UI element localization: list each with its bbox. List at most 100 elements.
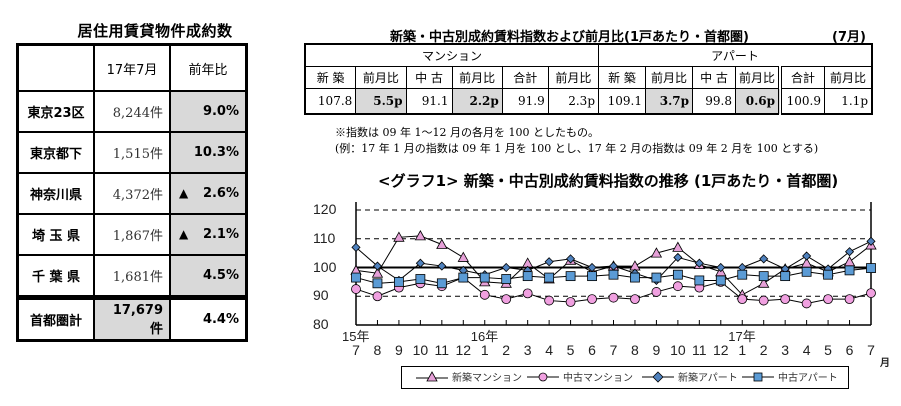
total-label: 首都圏計 xyxy=(16,295,95,342)
x-tick-label: 1 xyxy=(738,342,747,358)
value-cell: 1.1p xyxy=(824,88,873,115)
note-line-2: (例：17 年 1 月の指数は 09 年 1 月を 100 とし、17 年 2 … xyxy=(335,142,819,155)
table-row: 東京都下 1,515件 10.3% xyxy=(16,131,248,174)
col-header: 合計 xyxy=(501,66,549,89)
yoy-value: ▲ 2.1% xyxy=(169,213,248,256)
decrease-triangle-icon: ▲ xyxy=(179,186,189,200)
col-header: 前月比 xyxy=(824,66,873,89)
x-tick-label: 6 xyxy=(588,342,596,358)
col-header: 前月比 xyxy=(355,66,407,89)
yoy-value: 10.3% xyxy=(169,131,248,174)
value-cell: 2.2p xyxy=(451,88,503,115)
value-cell: 100.9 xyxy=(778,88,825,115)
triangle-marker-icon xyxy=(416,370,448,381)
value-cell: 91.9 xyxy=(501,88,549,115)
x-tick-label: 11 xyxy=(434,342,450,358)
header-blank xyxy=(16,43,95,92)
legend-item-new-mansion: 新築マンション xyxy=(416,369,522,384)
y-tick-label: 90 xyxy=(313,287,329,304)
x-tick-label: 3 xyxy=(523,342,532,358)
x-tick-label: 1 xyxy=(480,342,489,358)
total-count: 17,679件 xyxy=(93,295,171,342)
header-month: 17年7月 xyxy=(93,43,171,92)
x-tick-label: 7 xyxy=(867,342,875,358)
x-tick-label: 10 xyxy=(670,342,686,358)
region-name: 東京23区 xyxy=(16,90,95,133)
header-yoy: 前年比 xyxy=(169,43,248,92)
y-tick-label: 110 xyxy=(313,229,336,246)
x-tick-label: 12 xyxy=(712,342,729,358)
table-row: 神奈川県 4,372件 ▲ 2.6% xyxy=(16,172,248,215)
x-tick-label: 2 xyxy=(502,342,511,358)
x-tick-label: 8 xyxy=(631,342,639,358)
y-tick-label: 120 xyxy=(313,201,337,217)
col-header: 中 古 xyxy=(692,66,736,89)
index-table-month: (7月) xyxy=(832,30,866,45)
col-header: 前月比 xyxy=(451,66,503,89)
x-tick-label: 4 xyxy=(545,342,554,358)
index-table-title: 新築・中古別成約賃料指数および前月比(1戸あたり・首都圏) xyxy=(390,30,749,45)
x-tick-label: 4 xyxy=(802,342,811,358)
year-label: 16年 xyxy=(470,329,499,344)
col-header: 新 築 xyxy=(598,66,646,89)
count-value: 8,244件 xyxy=(93,90,171,133)
count-value: 1,681件 xyxy=(93,254,171,299)
value-cell: 5.5p xyxy=(355,88,407,115)
x-tick-label: 7 xyxy=(352,342,360,358)
x-tick-label: 2 xyxy=(759,342,768,358)
circle-marker-icon xyxy=(527,372,559,381)
x-tick-label: 9 xyxy=(652,342,661,358)
col-header: 前月比 xyxy=(735,66,781,89)
year-label: 15年 xyxy=(342,329,370,344)
x-tick-label: 9 xyxy=(395,342,403,358)
region-name: 東京都下 xyxy=(16,131,95,174)
x-tick-label: 5 xyxy=(824,342,832,358)
x-tick-label: 5 xyxy=(566,342,575,358)
count-value: 1,867件 xyxy=(93,213,171,256)
y-tick-label: 100 xyxy=(313,258,337,275)
yoy-value: ▲ 2.6% xyxy=(169,172,248,215)
y-tick-label: 80 xyxy=(313,316,329,332)
count-value: 4,372件 xyxy=(93,172,171,215)
values-row: 107.8 5.5p 91.1 2.2p 91.9 2.3p 109.1 3.7… xyxy=(304,88,873,115)
decrease-triangle-icon: ▲ xyxy=(179,227,189,241)
diamond-marker-icon xyxy=(642,370,674,383)
x-tick-label: 7 xyxy=(609,342,618,358)
x-axis-unit: 月 xyxy=(880,358,890,369)
legend-item-used-apartment: 中古アパート xyxy=(742,369,838,384)
col-header: 合計 xyxy=(778,66,825,89)
x-tick-label: 11 xyxy=(692,342,707,358)
contract-count-table: 17年7月 前年比 東京23区 8,244件 9.0% 東京都下 1,515件 … xyxy=(16,43,248,342)
left-table-title: 居住用賃貸物件成約数 xyxy=(77,22,233,40)
yoy-value: 4.5% xyxy=(169,254,248,299)
x-tick-label: 12 xyxy=(455,342,472,358)
value-cell: 3.7p xyxy=(645,88,693,115)
value-cell: 99.8 xyxy=(692,88,736,115)
yoy-value: 9.0% xyxy=(169,90,248,133)
note-line-1: ※指数は 09 年 1～12 月の各月を 100 としたもの。 xyxy=(335,126,599,139)
x-tick-label: 3 xyxy=(781,342,790,358)
table-row: 千 葉 県 1,681件 4.5% xyxy=(16,254,248,299)
x-tick-label: 10 xyxy=(412,342,429,358)
col-header: 前月比 xyxy=(547,66,600,89)
rent-index-table: マンション アパート 新 築 前月比 中 古 前月比 合計 前月比 新 築 前月… xyxy=(304,43,873,115)
value-cell: 2.3p xyxy=(547,88,600,115)
column-header-row: 新 築 前月比 中 古 前月比 合計 前月比 新 築 前月比 中 古 前月比 合… xyxy=(304,66,873,89)
x-tick-label: 8 xyxy=(373,342,382,358)
legend-item-new-apartment: 新築アパート xyxy=(642,369,738,384)
square-marker-icon xyxy=(742,372,774,381)
value-cell: 91.1 xyxy=(405,88,453,115)
region-name: 千 葉 県 xyxy=(16,254,95,299)
chart-title: <グラフ1> 新築・中古別成約賃料指数の推移 (1戸あたり・首都圏) xyxy=(378,172,839,190)
table-header-row: 17年7月 前年比 xyxy=(16,43,248,92)
legend-item-used-mansion: 中古マンション xyxy=(527,369,633,384)
chart-legend: 新築マンション 中古マンション 新築アパート 中古アパート xyxy=(401,366,849,389)
total-row: 首都圏計 17,679件 4.4% xyxy=(16,295,248,342)
col-header: 中 古 xyxy=(405,66,453,89)
count-value: 1,515件 xyxy=(93,131,171,174)
total-yoy: 4.4% xyxy=(169,295,248,342)
region-name: 神奈川県 xyxy=(16,172,95,215)
value-cell: 107.8 xyxy=(304,88,357,115)
year-label: 17年 xyxy=(728,329,756,344)
